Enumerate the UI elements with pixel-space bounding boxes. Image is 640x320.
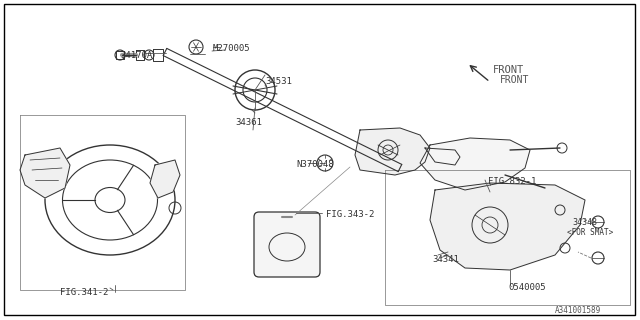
Polygon shape [420,138,530,190]
Polygon shape [150,160,180,198]
Text: M270005: M270005 [213,44,251,53]
Text: 34170A: 34170A [120,51,152,60]
Polygon shape [355,128,430,175]
FancyBboxPatch shape [254,212,320,277]
Text: FIG.341-2: FIG.341-2 [60,288,108,297]
Text: FIG.343-2: FIG.343-2 [326,210,374,219]
Text: N370048: N370048 [296,160,333,169]
Text: FIG.832-1: FIG.832-1 [488,177,536,186]
Text: 34531: 34531 [265,77,292,86]
Polygon shape [430,183,585,270]
Text: <FOR SMAT>: <FOR SMAT> [567,228,613,237]
Text: 34348: 34348 [572,218,597,227]
Polygon shape [425,148,460,165]
Polygon shape [20,148,70,198]
Text: FRONT: FRONT [493,65,524,75]
Text: 0540005: 0540005 [508,283,546,292]
Text: 34361: 34361 [235,118,262,127]
Text: A341001589: A341001589 [555,306,601,315]
Text: FRONT: FRONT [500,75,529,85]
Text: 34341: 34341 [432,255,459,264]
